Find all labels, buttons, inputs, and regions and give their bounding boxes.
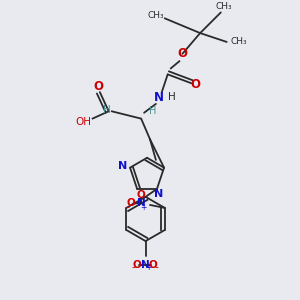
Text: +: + bbox=[145, 262, 151, 272]
Text: H: H bbox=[103, 105, 111, 115]
Text: OH: OH bbox=[76, 117, 91, 127]
Text: H: H bbox=[149, 106, 157, 116]
Text: H: H bbox=[168, 92, 176, 101]
Text: +: + bbox=[140, 203, 147, 212]
Text: O: O bbox=[148, 260, 157, 270]
Text: O: O bbox=[178, 47, 188, 60]
Text: -: - bbox=[125, 202, 129, 212]
Text: CH₃: CH₃ bbox=[230, 38, 247, 46]
Text: N: N bbox=[154, 92, 164, 104]
Text: -: - bbox=[154, 262, 158, 272]
Text: N: N bbox=[141, 260, 150, 270]
Text: O: O bbox=[137, 190, 146, 200]
Text: N: N bbox=[137, 199, 146, 208]
Text: O: O bbox=[126, 199, 135, 208]
Text: O: O bbox=[93, 80, 103, 93]
Text: -: - bbox=[131, 262, 135, 272]
Text: N: N bbox=[118, 161, 127, 171]
Text: O: O bbox=[191, 78, 201, 91]
Text: O: O bbox=[132, 260, 141, 270]
Text: CH₃: CH₃ bbox=[148, 11, 164, 20]
Text: N: N bbox=[154, 189, 163, 199]
Text: CH₃: CH₃ bbox=[215, 2, 232, 11]
